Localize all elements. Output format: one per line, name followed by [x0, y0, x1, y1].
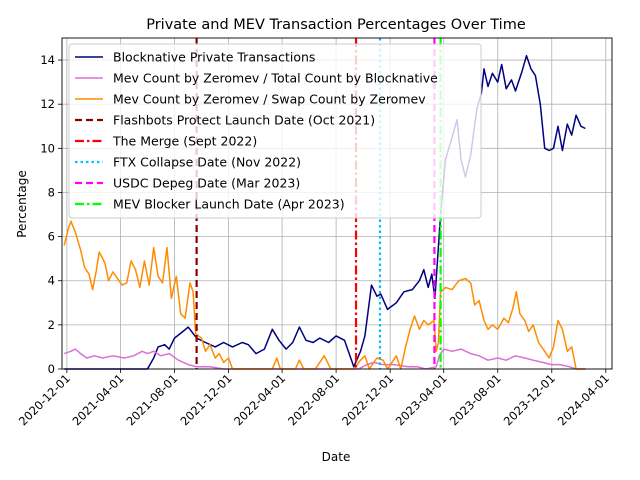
y-tick-label: 14: [40, 53, 55, 67]
legend-label: Mev Count by Zeromev / Swap Count by Zer…: [113, 92, 426, 107]
y-tick-label: 4: [48, 274, 55, 288]
legend-box: [68, 43, 482, 219]
y-tick-label: 10: [40, 141, 55, 155]
legend-label: USDC Depeg Date (Mar 2023): [113, 176, 300, 191]
legend-label: The Merge (Sept 2022): [112, 134, 257, 149]
y-tick-label: 8: [48, 185, 55, 199]
x-axis-label: Date: [322, 450, 351, 464]
y-axis-label: Percentage: [15, 170, 29, 238]
y-tick-label: 6: [48, 230, 55, 244]
legend-label: FTX Collapse Date (Nov 2022): [113, 155, 301, 170]
legend-label: MEV Blocker Launch Date (Apr 2023): [113, 197, 345, 212]
legend: Blocknative Private Transactions Mev Coun…: [68, 43, 482, 219]
y-tick-label: 12: [40, 97, 55, 111]
axes-frame: [61, 37, 613, 370]
y-tick-label: 0: [48, 362, 55, 376]
y-tick-label: 2: [48, 318, 55, 332]
series-line: [63, 348, 586, 370]
legend-label: Mev Count by Zeromev / Total Count by Bl…: [113, 71, 438, 86]
legend-label: Blocknative Private Transactions: [113, 50, 315, 65]
chart-title: Private and MEV Transaction Percentages …: [146, 17, 526, 33]
series-line: [64, 54, 586, 370]
legend-label: Flashbots Protect Launch Date (Oct 2021): [113, 113, 375, 128]
